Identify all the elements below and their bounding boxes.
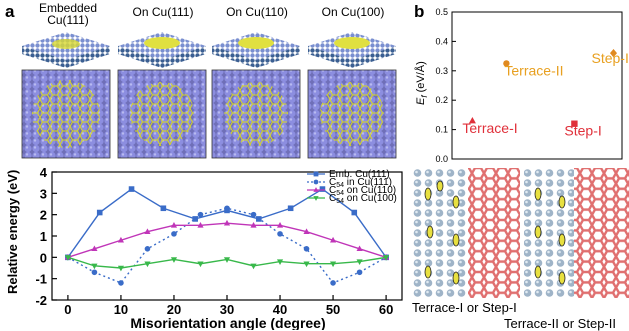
series-point	[224, 205, 230, 211]
scatter-label-step-i: Step-I	[564, 123, 601, 139]
caption-terrace-step-i: Terrace-I or Step-I	[412, 300, 517, 315]
scatter-ylabel: Ef (eV/Å)	[414, 61, 429, 105]
topview-cu110	[212, 70, 300, 158]
scatter-label-step-ii: Step-II	[592, 50, 629, 66]
line-xtick-label: 10	[114, 302, 128, 317]
topview-embedded	[22, 70, 110, 158]
line-ytick-label: 1	[40, 229, 47, 244]
scatter-ytick-label: 0.5	[435, 7, 448, 17]
scatter-ticks: 0.0 0.1 0.2 0.3 0.4 0.5	[435, 7, 456, 164]
series-point	[118, 266, 124, 272]
series-point	[288, 205, 294, 211]
series-point	[251, 212, 257, 218]
scatter-ytick-label: 0.2	[435, 95, 448, 105]
scatter-label-terrace-ii: Terrace-II	[504, 62, 563, 78]
formation-energy-chart: 0.0 0.1 0.2 0.3 0.4 0.5 Terrace-I Terrace-II St…	[400, 0, 629, 170]
scatter-ytick-label: 0.1	[435, 125, 448, 135]
topview-cu100	[308, 70, 396, 158]
slab-cu111	[118, 32, 206, 68]
legend-marker	[314, 180, 319, 185]
line-ytick-label: -1	[35, 272, 47, 287]
top-views	[0, 68, 420, 160]
line-xlabel: Misorientation angle (degree)	[130, 315, 325, 330]
title-on-cu111: On Cu(111)	[118, 6, 208, 18]
series-point	[118, 280, 124, 286]
series-point	[145, 246, 151, 252]
title-on-cu100: On Cu(100)	[308, 6, 398, 18]
title-on-cu110: On Cu(110)	[212, 6, 302, 18]
structure-left	[412, 168, 520, 298]
line-xtick-label: 50	[326, 302, 340, 317]
series-point	[351, 210, 357, 216]
series-3	[65, 255, 389, 271]
series-point	[198, 212, 204, 218]
structure-right	[524, 168, 629, 298]
series-2	[65, 220, 389, 260]
series-point	[97, 210, 103, 216]
series-point	[304, 246, 310, 252]
slab-cu100	[308, 32, 396, 68]
series-line	[68, 208, 386, 283]
series-point	[161, 205, 167, 211]
scatter-ytick-label: 0.4	[435, 36, 448, 46]
series-point	[129, 186, 135, 192]
series-point	[277, 231, 283, 237]
line-ytick-label: -2	[35, 293, 47, 308]
legend-marker	[314, 172, 319, 177]
series-point	[250, 264, 256, 270]
slab-cu110	[212, 32, 300, 68]
series-point	[224, 220, 230, 226]
scatter-ytick-label: 0.3	[435, 66, 448, 76]
line-xtick-label: 0	[64, 302, 71, 317]
line-xtick-label: 60	[379, 302, 393, 317]
series-point	[357, 269, 363, 275]
line-ytick-label: 2	[40, 208, 47, 223]
slab-views	[0, 18, 420, 70]
series-point	[92, 269, 98, 275]
series-point	[171, 231, 177, 237]
boundary-structures	[412, 168, 629, 298]
scatter-labels: Terrace-I Terrace-II Step-I Step-II	[462, 50, 629, 139]
series-point	[197, 261, 203, 267]
scatter-label-terrace-i: Terrace-I	[462, 120, 517, 136]
caption-terrace-step-ii: Terrace-II or Step-II	[504, 316, 616, 331]
line-ytick-label: 3	[40, 186, 47, 201]
scatter-ytick-label: 0.0	[435, 154, 448, 164]
series-point	[330, 280, 336, 286]
topview-cu111	[118, 70, 206, 158]
line-ytick-label: 0	[40, 250, 47, 265]
series-line	[68, 223, 386, 257]
series-1	[65, 205, 389, 285]
slab-embedded	[22, 32, 110, 68]
line-ylabel: Relative energy (eV)	[5, 170, 20, 294]
series-point	[320, 186, 326, 192]
line-ytick-label: 4	[40, 165, 48, 180]
